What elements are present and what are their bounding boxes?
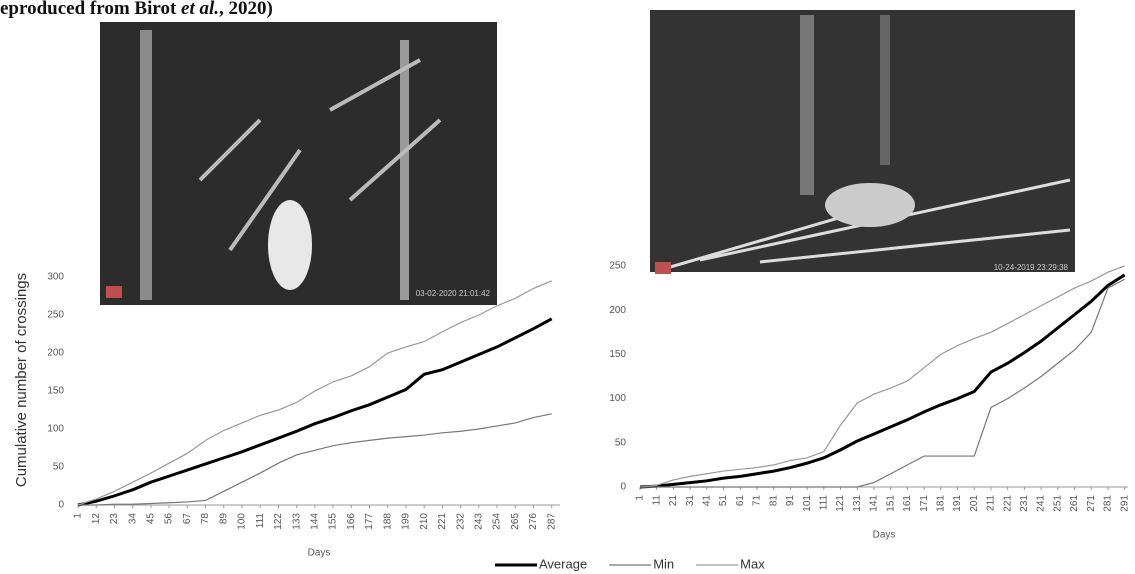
y-tick-label: 200: [47, 348, 64, 359]
x-tick-label: 31: [685, 495, 696, 507]
x-tick-label: 281: [1103, 495, 1114, 512]
series-line: [640, 266, 1125, 487]
x-tick-label: 1: [635, 495, 646, 501]
photo-stamp: 10-24-2019 23:29:38: [994, 263, 1069, 272]
x-tick-label: 291: [1119, 495, 1130, 512]
x-tick-label: 1: [73, 513, 84, 519]
x-tick-label: 271: [1086, 495, 1097, 512]
x-tick-label: 211: [986, 495, 997, 511]
series-line: [78, 414, 552, 505]
y-tick-label: 150: [609, 349, 626, 360]
y-tick-label: 150: [47, 386, 64, 397]
header-italic: et al.: [181, 0, 219, 19]
x-tick-label: 221: [1002, 495, 1013, 512]
header: eproduced from Birot et al., 2020): [0, 0, 273, 19]
x-tick-label: 276: [528, 513, 539, 530]
x-tick-label: 241: [1036, 495, 1047, 512]
x-tick-label: 133: [291, 513, 302, 530]
y-tick-label: 300: [47, 272, 64, 283]
x-tick-label: 11: [651, 495, 662, 506]
x-tick-label: 56: [164, 513, 175, 525]
x-tick-label: 101: [802, 495, 813, 512]
y-tick-label: 50: [615, 437, 627, 448]
x-tick-label: 265: [510, 513, 521, 530]
y-axis-label: Cumulative number of crossings: [13, 273, 30, 487]
y-tick-label: 100: [609, 393, 626, 404]
x-tick-label: 287: [546, 513, 557, 530]
photo-stamp: 03-02-2020 21:01:42: [416, 289, 491, 298]
y-tick-label: 100: [47, 424, 64, 435]
y-tick-label: 50: [53, 462, 65, 473]
x-tick-label: 71: [752, 495, 763, 507]
photo-right: 10-24-2019 23:29:38: [650, 10, 1075, 274]
x-axis-label: Days: [308, 548, 331, 559]
x-tick-label: 12: [91, 513, 102, 525]
x-tick-label: 111: [818, 495, 829, 511]
x-tick-label: 78: [200, 513, 211, 525]
x-tick-label: 161: [902, 495, 913, 512]
x-tick-label: 254: [492, 513, 503, 530]
series-line: [78, 319, 552, 505]
x-tick-label: 141: [869, 495, 880, 512]
x-tick-label: 171: [919, 495, 930, 512]
x-tick-label: 122: [273, 513, 284, 530]
x-tick-label: 188: [382, 513, 393, 530]
x-tick-label: 34: [127, 513, 138, 525]
x-tick-label: 144: [309, 513, 320, 530]
x-tick-label: 81: [768, 495, 779, 507]
page: eproduced from Birot et al., 2020) 03-02…: [0, 0, 1135, 574]
x-tick-label: 155: [328, 513, 339, 530]
photo-left: 03-02-2020 21:01:42: [100, 22, 497, 305]
x-tick-label: 41: [701, 495, 712, 507]
y-tick-label: 200: [609, 305, 626, 316]
x-tick-label: 191: [952, 495, 963, 512]
y-tick-label: 0: [620, 482, 626, 493]
legend-label: Average: [539, 556, 587, 571]
x-axis-label: Days: [873, 530, 896, 541]
x-tick-label: 131: [852, 495, 863, 512]
x-tick-label: 61: [735, 495, 746, 507]
x-tick-label: 181: [935, 495, 946, 512]
x-tick-label: 111: [255, 513, 266, 529]
series-line: [640, 275, 1125, 487]
y-tick-label: 250: [47, 310, 64, 321]
x-tick-label: 232: [455, 513, 466, 530]
y-tick-label: 250: [609, 261, 626, 272]
x-tick-label: 45: [146, 513, 157, 525]
x-tick-label: 23: [109, 513, 120, 525]
x-tick-label: 231: [1019, 495, 1030, 512]
header-text: eproduced from Birot: [0, 0, 181, 19]
series-line: [78, 281, 552, 505]
x-tick-label: 261: [1069, 495, 1080, 512]
x-tick-label: 100: [237, 513, 248, 530]
header-tail: , 2020): [219, 0, 273, 19]
x-tick-label: 67: [182, 513, 193, 525]
x-tick-label: 91: [785, 495, 796, 507]
x-tick-label: 121: [835, 495, 846, 512]
x-tick-label: 243: [473, 513, 484, 530]
legend-label: Max: [740, 556, 765, 571]
x-tick-label: 251: [1052, 495, 1063, 512]
x-tick-label: 51: [718, 495, 729, 507]
x-tick-label: 166: [346, 513, 357, 530]
x-tick-label: 221: [437, 513, 448, 530]
x-tick-label: 199: [401, 513, 412, 530]
x-tick-label: 89: [218, 513, 229, 525]
legend-label: Min: [653, 556, 674, 571]
series-line: [640, 279, 1125, 487]
x-tick-label: 151: [885, 495, 896, 512]
y-tick-label: 0: [58, 500, 64, 511]
x-tick-label: 210: [419, 513, 430, 530]
x-tick-label: 201: [969, 495, 980, 512]
x-tick-label: 177: [364, 513, 375, 530]
x-tick-label: 21: [668, 495, 679, 507]
